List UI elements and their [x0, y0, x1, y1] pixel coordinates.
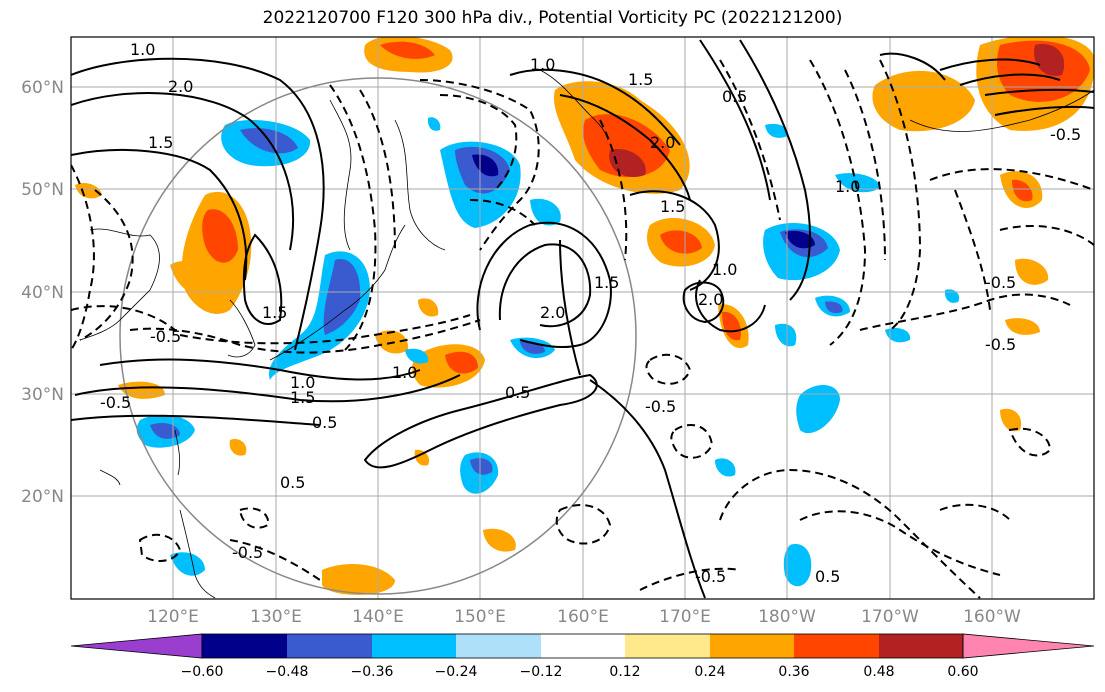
colorbar-tick: 0.36 [778, 664, 809, 680]
contour-label: -0.5 [232, 543, 263, 562]
lon-label: 170°W [861, 607, 919, 627]
contour-label: 1.5 [594, 273, 619, 292]
lat-label: 20°N [21, 487, 64, 507]
contour-label: 0.5 [505, 383, 530, 402]
lat-label: 50°N [21, 180, 64, 200]
contour-labels: 1.0 1.5 2.0 2.0 1.5 1.0 1.5 1.0 2.0 2.0 … [100, 40, 1081, 586]
contour-label: -0.5 [1050, 125, 1081, 144]
contour-label: 2.0 [168, 77, 193, 96]
colorbar-tick: −0.24 [435, 664, 478, 680]
solid-contours [71, 39, 1094, 599]
map-frame [70, 36, 1095, 600]
coastlines [79, 69, 1094, 599]
colorbar-segment [541, 634, 625, 658]
lon-label: 160°W [963, 607, 1021, 627]
latitude-labels: 60°N 50°N 40°N 30°N 20°N [21, 78, 64, 507]
colorbar-segment [202, 634, 287, 658]
lon-label: 140°E [352, 607, 404, 627]
lon-label: 120°E [147, 607, 199, 627]
colorbar-segment [625, 634, 710, 658]
contour-label: 2.0 [650, 133, 675, 152]
colorbar-tick: 0.24 [694, 664, 725, 680]
reference-circle [119, 77, 637, 595]
colorbar-segment [287, 634, 372, 658]
contour-label: 0.5 [722, 87, 747, 106]
longitude-labels: 120°E 130°E 140°E 150°E 160°E 170°E 180°… [147, 607, 1021, 627]
contour-label: 1.5 [262, 303, 287, 322]
colorbar-segment [794, 634, 879, 658]
contour-label: 1.0 [290, 373, 315, 392]
lat-label: 40°N [21, 283, 64, 303]
contour-label: -0.5 [985, 335, 1016, 354]
contour-label: 1.5 [660, 197, 685, 216]
contour-label: 1.0 [392, 363, 417, 382]
colorbar: −0.60 −0.48 −0.36 −0.24 −0.12 0.12 0.24 … [70, 633, 1095, 680]
colorbar-tick: 0.12 [609, 664, 640, 680]
contour-label: -0.5 [645, 397, 676, 416]
contour-label: -0.5 [985, 273, 1016, 292]
map-title: 2022120700 F120 300 hPa div., Potential … [262, 8, 843, 28]
contour-label: 1.5 [290, 388, 315, 407]
contour-label: 1.0 [530, 55, 555, 74]
contour-label: 0.5 [312, 413, 337, 432]
colorbar-tick: 0.60 [947, 664, 978, 680]
colorbar-left-arrow [70, 633, 203, 659]
contour-label: 1.0 [712, 260, 737, 279]
contour-label: 1.5 [148, 133, 173, 152]
colorbar-tick: −0.60 [181, 664, 224, 680]
lon-label: 130°E [250, 607, 302, 627]
contour-label: 0.5 [280, 473, 305, 492]
lon-label: 150°E [454, 607, 506, 627]
contour-label: 0.5 [815, 567, 840, 586]
lon-label: 170°E [659, 607, 711, 627]
shaded-field [75, 37, 1094, 595]
contour-label: -0.5 [100, 393, 131, 412]
contour-label: 2.0 [540, 303, 565, 322]
colorbar-tick: −0.12 [520, 664, 563, 680]
lon-label: 160°E [557, 607, 609, 627]
contour-label: 1.5 [628, 70, 653, 89]
lat-label: 60°N [21, 78, 64, 98]
colorbar-segment [372, 634, 456, 658]
colorbar-tick: 0.48 [863, 664, 894, 680]
colorbar-segment [879, 634, 963, 658]
dashed-contours [71, 59, 1094, 599]
colorbar-tick: −0.36 [351, 664, 394, 680]
map-area: 1.0 1.5 2.0 2.0 1.5 1.0 1.5 1.0 2.0 2.0 … [71, 37, 1094, 599]
contour-label: 1.0 [130, 40, 155, 59]
lon-label: 180°W [758, 607, 816, 627]
colorbar-segment [456, 634, 541, 658]
contour-label: 2.0 [698, 290, 723, 309]
colorbar-tick: −0.48 [266, 664, 309, 680]
contour-label: 1.0 [835, 177, 860, 196]
contour-label: -0.5 [695, 567, 726, 586]
lat-label: 30°N [21, 385, 64, 405]
colorbar-segment [710, 634, 794, 658]
colorbar-right-arrow [962, 633, 1095, 659]
contour-label: -0.5 [150, 327, 181, 346]
